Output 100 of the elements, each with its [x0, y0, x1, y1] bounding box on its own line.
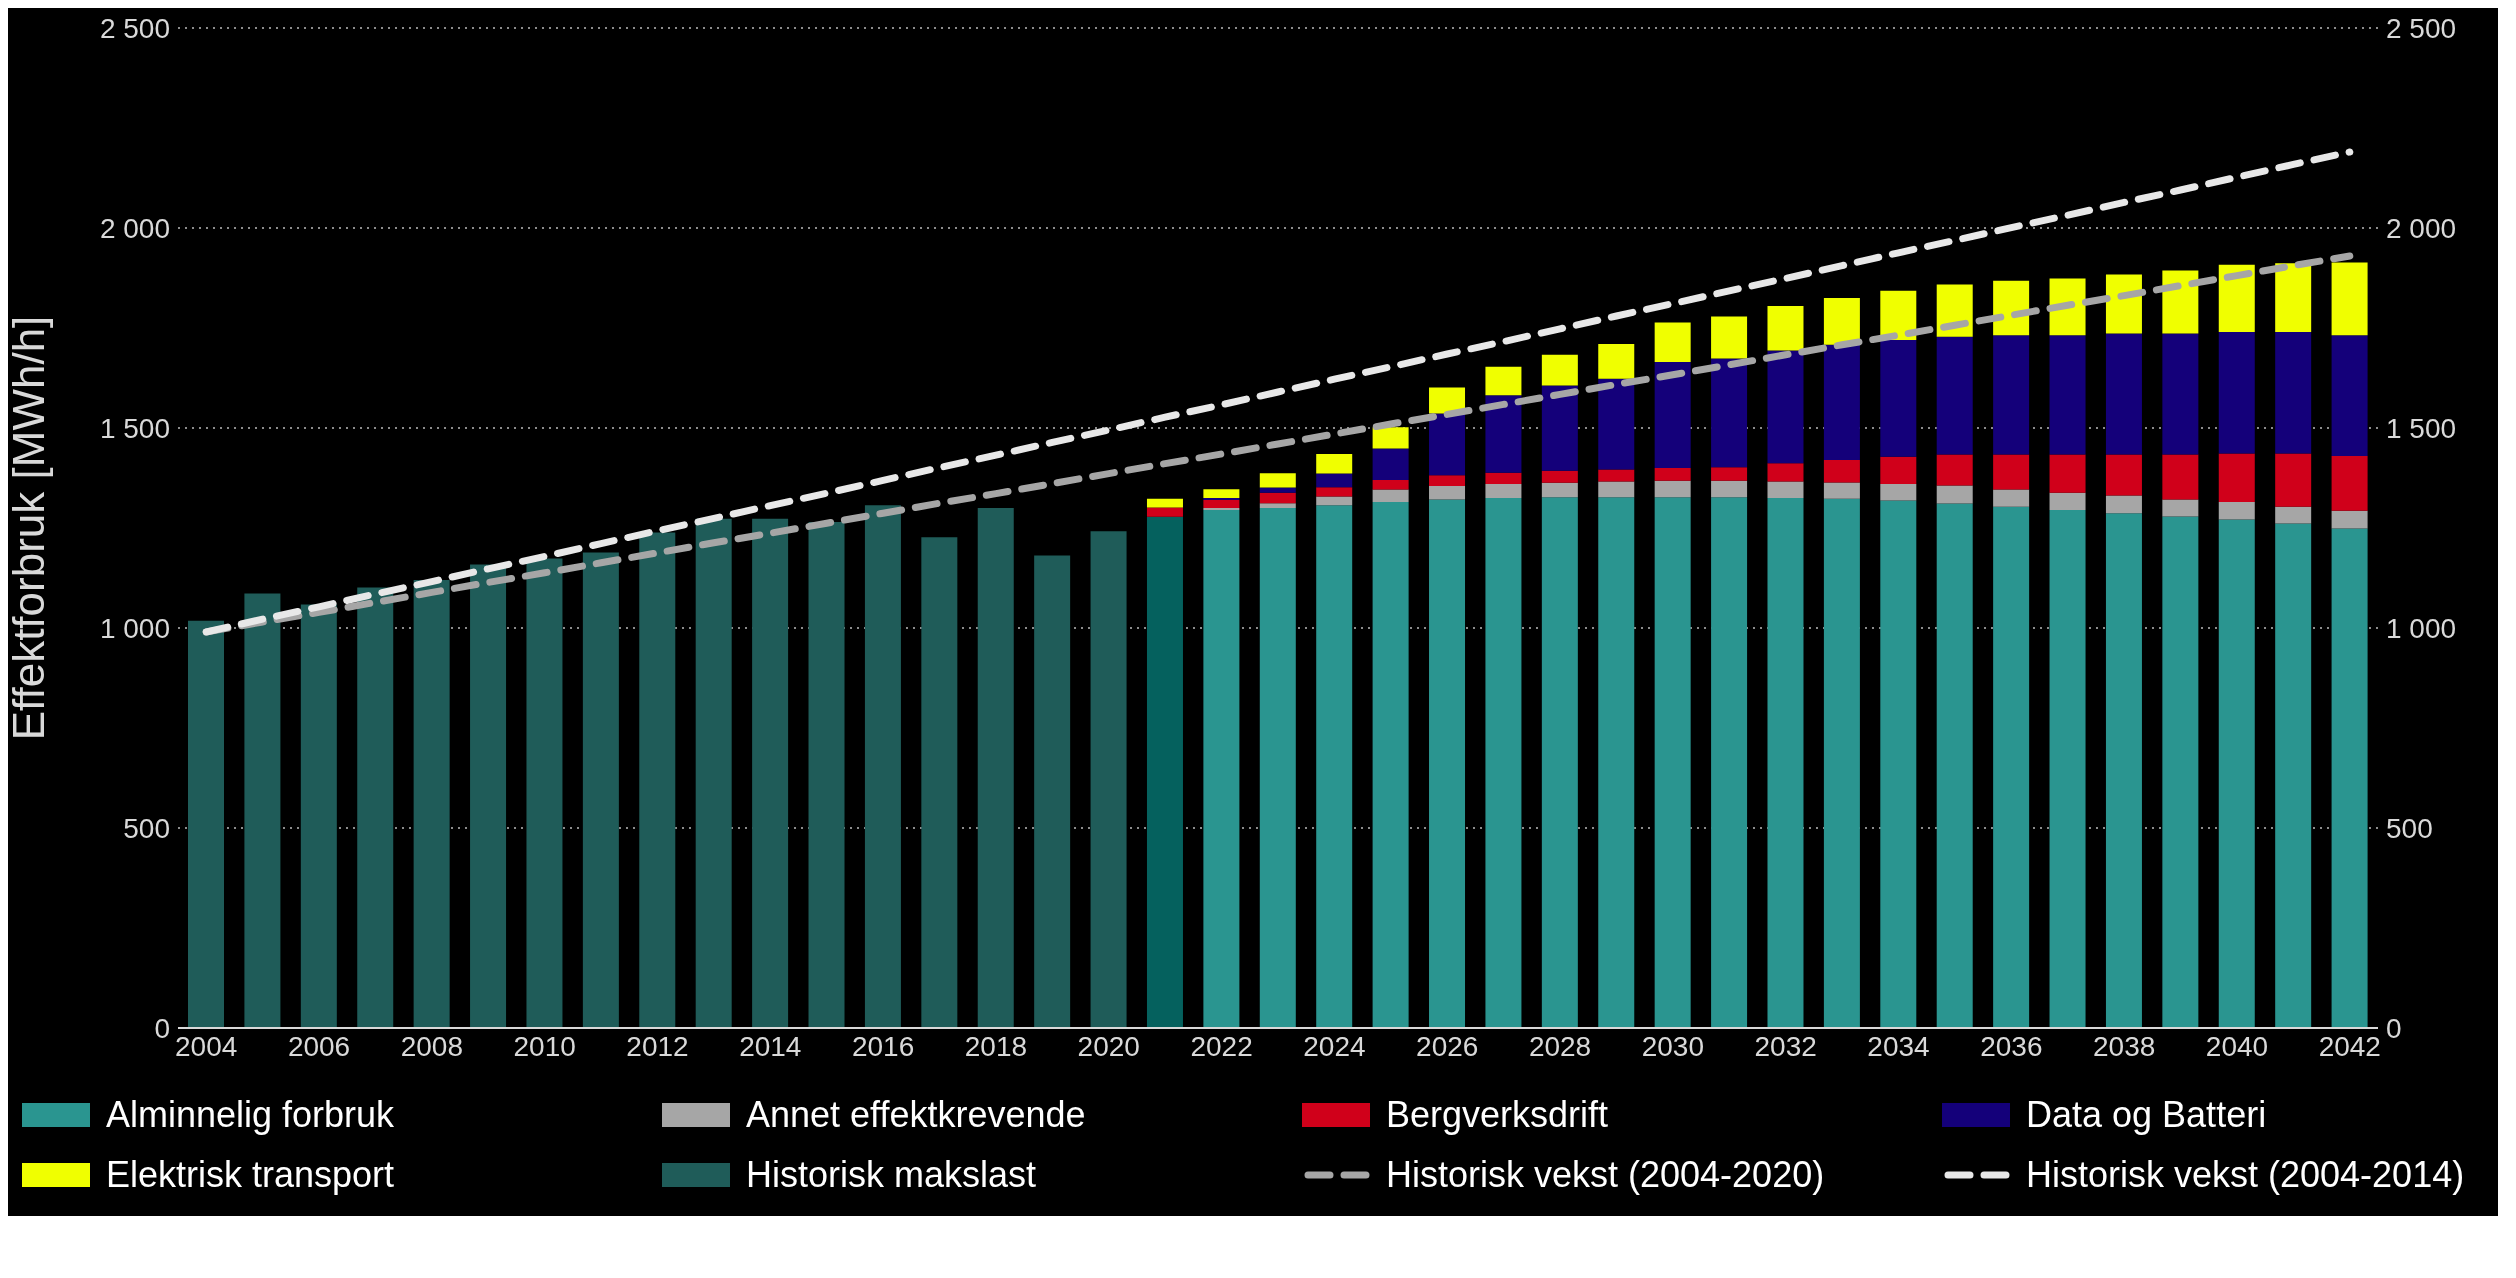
bar [1316, 473, 1353, 488]
bar [1823, 460, 1860, 483]
x-tick-label: 2004 [175, 1030, 238, 1062]
bar [1429, 413, 1466, 476]
bar [1823, 344, 1860, 460]
bar [1598, 497, 1635, 1028]
bar [2162, 499, 2199, 517]
bar [2105, 274, 2142, 334]
bar [1993, 335, 2030, 455]
bar [1711, 316, 1748, 359]
legend-label: Alminnelig forbruk [106, 1094, 395, 1136]
bar [1936, 485, 1973, 504]
bar [1993, 454, 2030, 490]
bar [1767, 481, 1804, 498]
bar [1146, 516, 1183, 1028]
bar [1429, 475, 1466, 486]
bar [1316, 505, 1353, 1028]
legend-label: Annet effektkrevende [746, 1094, 1086, 1136]
bar [2275, 263, 2312, 332]
x-tick-label: 2012 [626, 1030, 689, 1062]
x-tick-label: 2016 [851, 1030, 915, 1062]
x-tick-label: 2028 [1528, 1030, 1592, 1062]
legend-label: Historisk vekst (2004-2020) [1386, 1154, 1825, 1196]
bar [1654, 497, 1691, 1028]
bar [1654, 322, 1691, 362]
y-tick-label: 500 [123, 812, 170, 844]
bar [2331, 510, 2368, 529]
bar [1259, 508, 1296, 1028]
bar [1485, 366, 1522, 396]
x-tick-label: 2020 [1077, 1030, 1140, 1062]
bar [1767, 463, 1804, 482]
bar [1541, 354, 1578, 386]
bar [695, 518, 732, 1028]
bar [582, 552, 619, 1028]
bar [2331, 528, 2368, 1028]
x-tick-label: 2040 [2205, 1030, 2269, 1062]
y-tick-label: 0 [154, 1012, 170, 1044]
bar [1034, 555, 1071, 1028]
bar [2049, 510, 2086, 1028]
bar [1316, 454, 1353, 474]
bar [2105, 495, 2142, 514]
x-tick-label: 2042 [2318, 1030, 2381, 1062]
bar [1541, 385, 1578, 471]
bar [1880, 456, 1917, 484]
x-tick-label: 2026 [1416, 1030, 1479, 1062]
bar [1372, 480, 1409, 490]
bar [1767, 498, 1804, 1028]
bar [2275, 453, 2312, 507]
x-tick-label: 2018 [964, 1030, 1028, 1062]
x-tick-label: 2008 [400, 1030, 463, 1062]
bar [2049, 335, 2086, 455]
bar [1090, 531, 1127, 1028]
legend-label: Data og Batteri [2026, 1094, 2267, 1136]
y2-tick-label: 2 000 [2386, 212, 2457, 244]
y-tick-label: 1 000 [99, 612, 170, 644]
x-tick-label: 2030 [1641, 1030, 1705, 1062]
bar [1146, 498, 1183, 508]
bar [300, 604, 337, 1028]
bar [1823, 298, 1860, 345]
bar [2162, 333, 2199, 455]
bar [921, 537, 958, 1028]
bar [1936, 454, 1973, 486]
legend-label: Historisk vekst (2004-2014) [2026, 1154, 2465, 1196]
bar [1429, 486, 1466, 500]
y-tick-label: 1 500 [99, 412, 170, 444]
bar [1598, 481, 1635, 498]
bar [1711, 497, 1748, 1028]
bar [639, 532, 676, 1028]
y-tick-label: 2 000 [99, 212, 170, 244]
bar [1259, 473, 1296, 488]
bar [1767, 306, 1804, 351]
bar [1429, 499, 1466, 1028]
bar [2049, 454, 2086, 493]
x-tick-label: 2038 [2093, 1030, 2156, 1062]
bar [1541, 470, 1578, 483]
y2-tick-label: 0 [2386, 1012, 2402, 1044]
bar [2218, 264, 2255, 332]
bar [470, 564, 507, 1028]
bar [526, 558, 563, 1028]
y2-tick-label: 2 500 [2386, 12, 2457, 44]
bar [357, 587, 394, 1028]
bar [1767, 350, 1804, 464]
bar [1203, 510, 1240, 1028]
bar [1316, 496, 1353, 506]
bar [2105, 333, 2142, 455]
bar [1936, 503, 1973, 1028]
legend-label: Historisk makslast [746, 1154, 1037, 1196]
x-tick-label: 2014 [739, 1030, 802, 1062]
bar [2331, 262, 2368, 336]
y2-tick-label: 500 [2386, 812, 2433, 844]
bar [2275, 506, 2312, 524]
bar [1880, 484, 1917, 501]
x-tick-label: 2024 [1303, 1030, 1366, 1062]
bar [2218, 453, 2255, 502]
bar [1711, 467, 1748, 481]
bar [1541, 482, 1578, 498]
bar [1203, 500, 1240, 508]
bar [977, 508, 1014, 1028]
bar [2275, 523, 2312, 1028]
x-tick-label: 2032 [1754, 1030, 1817, 1062]
